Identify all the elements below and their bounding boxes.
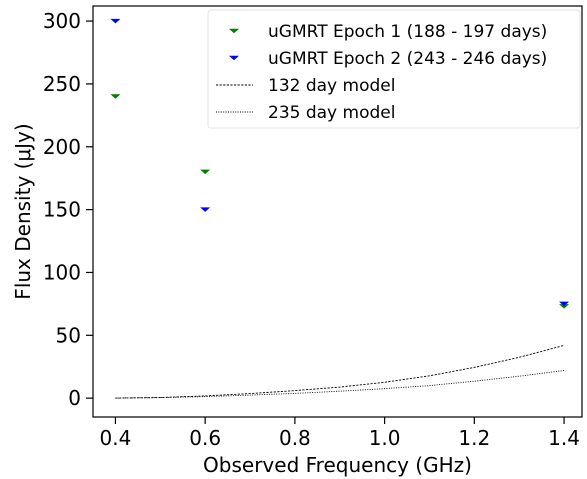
legend: uGMRT Epoch 1 (188 - 197 days) uGMRT Epoc… bbox=[207, 9, 581, 129]
model-lines bbox=[115, 344, 565, 399]
y-tick-label: 300 bbox=[43, 9, 81, 33]
upper-limit-marker bbox=[200, 169, 211, 175]
upper-limit-marker bbox=[559, 304, 570, 309]
x-tick-label: 0.4 bbox=[100, 426, 132, 450]
legend-entry-label: uGMRT Epoch 2 (243 - 246 days) bbox=[268, 49, 547, 69]
x-axis-label: Observed Frequency (GHz) bbox=[203, 453, 472, 477]
legend-box bbox=[207, 9, 581, 129]
y-tick-label: 150 bbox=[43, 198, 81, 222]
upper-limit-marker bbox=[559, 301, 570, 307]
model-235-day-line bbox=[115, 370, 565, 399]
x-tick-label: 1.4 bbox=[548, 426, 580, 450]
x-tick-label: 1.2 bbox=[458, 426, 490, 450]
y-tick-label: 100 bbox=[43, 260, 81, 284]
x-tick-label: 0.8 bbox=[279, 426, 311, 450]
x-tick-label: 1.0 bbox=[369, 426, 401, 450]
y-tick-label: 0 bbox=[68, 386, 81, 410]
model-132-day-line bbox=[115, 344, 565, 399]
y-axis-ticks: 0 50 100 150 200 250 300 bbox=[43, 9, 93, 410]
data-markers bbox=[110, 18, 570, 309]
upper-limit-marker bbox=[110, 18, 121, 24]
x-tick-label: 0.6 bbox=[189, 426, 221, 450]
y-axis-label: Flux Density (μJy) bbox=[11, 123, 35, 299]
legend-entry-label: 235 day model bbox=[268, 103, 395, 123]
y-tick-label: 250 bbox=[43, 72, 81, 96]
y-tick-label: 200 bbox=[43, 135, 81, 159]
y-tick-label: 50 bbox=[56, 323, 81, 347]
upper-limit-marker bbox=[200, 207, 211, 212]
legend-entry-label: 132 day model bbox=[268, 76, 395, 96]
plot-frame bbox=[92, 5, 583, 418]
upper-limit-marker bbox=[110, 94, 121, 99]
x-axis-ticks: 0.4 0.6 0.8 1.0 1.2 1.4 bbox=[100, 417, 580, 450]
legend-entry-label: uGMRT Epoch 1 (188 - 197 days) bbox=[268, 22, 547, 42]
legend-marker-swatch bbox=[229, 55, 239, 61]
legend-marker-swatch bbox=[229, 28, 239, 34]
